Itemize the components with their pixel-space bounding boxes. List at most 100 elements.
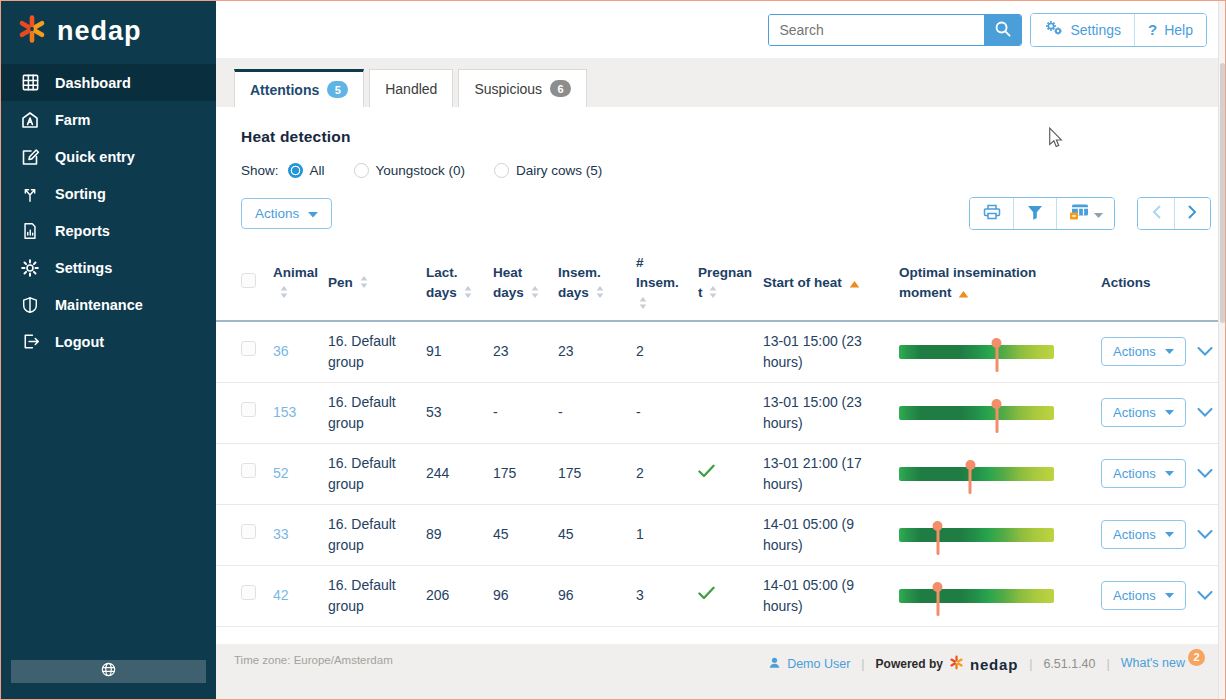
radio-label: All (310, 163, 325, 178)
row-actions-button[interactable]: Actions (1101, 520, 1186, 549)
row-actions-button[interactable]: Actions (1101, 337, 1186, 366)
column-header-pen[interactable]: Pen (328, 267, 426, 299)
animal-link[interactable]: 36 (273, 343, 289, 359)
optimal-moment-pin-icon (936, 584, 939, 616)
start-of-heat-cell: 13-01 15:00 (23 hours) (763, 392, 899, 434)
sidebar-item-dashboard[interactable]: Dashboard (1, 64, 216, 101)
next-page-button[interactable] (1174, 198, 1210, 229)
tab-bar: Attentions 5 Handled Suspicious 6 (216, 58, 1225, 107)
table-row: 33 16. Default group 89 45 45 1 14-01 05… (216, 505, 1225, 566)
pregnant-check-icon (698, 587, 715, 603)
tab-handled[interactable]: Handled (369, 69, 453, 107)
row-checkbox[interactable] (241, 402, 256, 417)
printer-icon (983, 204, 1001, 223)
user-menu[interactable]: Demo User (768, 656, 850, 672)
row-checkbox[interactable] (241, 463, 256, 478)
sidebar-item-quick-entry[interactable]: Quick entry (1, 138, 216, 175)
expand-row-chevron-icon[interactable] (1193, 587, 1217, 604)
farm-icon (20, 110, 40, 130)
caret-down-icon (308, 206, 318, 221)
start-of-heat-cell: 13-01 21:00 (17 hours) (763, 453, 899, 495)
table-body: 36 16. Default group 91 23 23 2 13-01 15… (216, 322, 1225, 627)
column-header-optimal-insemination-moment[interactable]: Optimal insemination moment (899, 257, 1101, 310)
pen-cell: 16. Default group (328, 453, 426, 495)
sidebar-nav: Dashboard Farm Quick entry Sorting Repor… (1, 64, 216, 360)
row-actions-button[interactable]: Actions (1101, 581, 1186, 610)
table-row: 42 16. Default group 206 96 96 3 14-01 0… (216, 566, 1225, 627)
expand-row-chevron-icon[interactable] (1193, 465, 1217, 482)
animal-link[interactable]: 33 (273, 526, 289, 542)
search-input[interactable] (769, 15, 984, 45)
column-header-insem-days[interactable]: Insem. days (558, 257, 636, 310)
expand-row-chevron-icon[interactable] (1193, 526, 1217, 543)
column-header-insem[interactable]: # Insem. (636, 247, 698, 320)
language-globe-button[interactable] (11, 660, 206, 683)
row-checkbox[interactable] (241, 585, 256, 600)
row-actions-button[interactable]: Actions (1101, 398, 1186, 427)
animal-link[interactable]: 42 (273, 587, 289, 603)
optimal-moment-pin-icon (995, 340, 998, 372)
timezone-label: Time zone: Europe/Amsterdam (234, 654, 393, 666)
columns-button[interactable] (1056, 198, 1114, 229)
radio-icon (288, 163, 303, 178)
filter-button[interactable] (1013, 198, 1056, 229)
column-header-animal[interactable]: Animal (273, 257, 328, 310)
footer-right: Demo User | Powered by nedap | 6.51.1.40… (768, 655, 1205, 673)
sidebar-item-reports[interactable]: Reports (1, 212, 216, 249)
expand-row-chevron-icon[interactable] (1193, 404, 1217, 421)
sidebar-item-logout[interactable]: Logout (1, 323, 216, 360)
nedap-star-icon (17, 14, 47, 48)
insem-days-cell: - (558, 402, 636, 423)
expand-row-chevron-icon[interactable] (1193, 343, 1217, 360)
pen-cell: 16. Default group (328, 514, 426, 556)
search-icon (994, 20, 1011, 40)
whats-new-link[interactable]: What's new 2 (1121, 656, 1205, 673)
sidebar-item-farm[interactable]: Farm (1, 101, 216, 138)
select-all-cell (241, 267, 273, 300)
sidebar-item-label: Logout (55, 334, 104, 350)
heat-days-cell: 175 (493, 463, 558, 484)
bulk-actions-button[interactable]: Actions (241, 198, 332, 229)
row-actions-button[interactable]: Actions (1101, 459, 1186, 488)
search-bar (768, 14, 1022, 46)
optimal-moment-pin-icon (969, 462, 972, 494)
vertical-scrollbar[interactable] (1218, 1, 1225, 699)
column-header-lact-days[interactable]: Lact. days (426, 257, 493, 310)
filter-radio-dairy-cows-5[interactable]: Dairy cows (5) (494, 163, 602, 178)
table-columns-icon (1069, 203, 1089, 224)
column-header-heat-days[interactable]: Heat days (493, 257, 558, 310)
optimal-moment-cell (899, 345, 1101, 359)
row-checkbox[interactable] (241, 524, 256, 539)
animal-link[interactable]: 52 (273, 465, 289, 481)
sidebar-item-label: Sorting (55, 186, 106, 202)
print-button[interactable] (970, 198, 1013, 229)
pregnant-cell (698, 585, 763, 606)
logout-icon (20, 332, 40, 352)
reports-icon (20, 221, 40, 241)
filter-radio-youngstock-0[interactable]: Youngstock (0) (354, 163, 466, 178)
select-all-checkbox[interactable] (241, 273, 256, 288)
help-button[interactable]: ? Help (1134, 14, 1206, 46)
column-header-pregnant[interactable]: Pregnant (698, 257, 763, 310)
scrollbar-thumb[interactable] (1220, 63, 1225, 323)
animal-link[interactable]: 153 (273, 404, 296, 420)
sidebar-item-sorting[interactable]: Sorting (1, 175, 216, 212)
previous-page-button[interactable] (1138, 198, 1174, 229)
settings-icon (20, 258, 40, 278)
sidebar-item-settings[interactable]: Settings (1, 249, 216, 286)
sidebar-item-label: Maintenance (55, 297, 143, 313)
sidebar-item-maintenance[interactable]: Maintenance (1, 286, 216, 323)
nedap-star-icon (949, 655, 964, 673)
row-checkbox[interactable] (241, 341, 256, 356)
column-header-start-of-heat[interactable]: Start of heat (763, 267, 899, 299)
tab-suspicious[interactable]: Suspicious 6 (458, 69, 587, 107)
heat-detection-table: Animal Pen Lact. days Heat days Insem. d… (216, 247, 1225, 627)
insem-days-cell: 96 (558, 585, 636, 606)
optimal-moment-cell (899, 467, 1101, 481)
pregnant-check-icon (698, 465, 715, 481)
lact-days-cell: 53 (426, 402, 493, 423)
tab-attentions[interactable]: Attentions 5 (234, 69, 364, 107)
search-button[interactable] (984, 15, 1021, 45)
filter-radio-all[interactable]: All (288, 163, 325, 178)
settings-button[interactable]: Settings (1031, 14, 1134, 46)
